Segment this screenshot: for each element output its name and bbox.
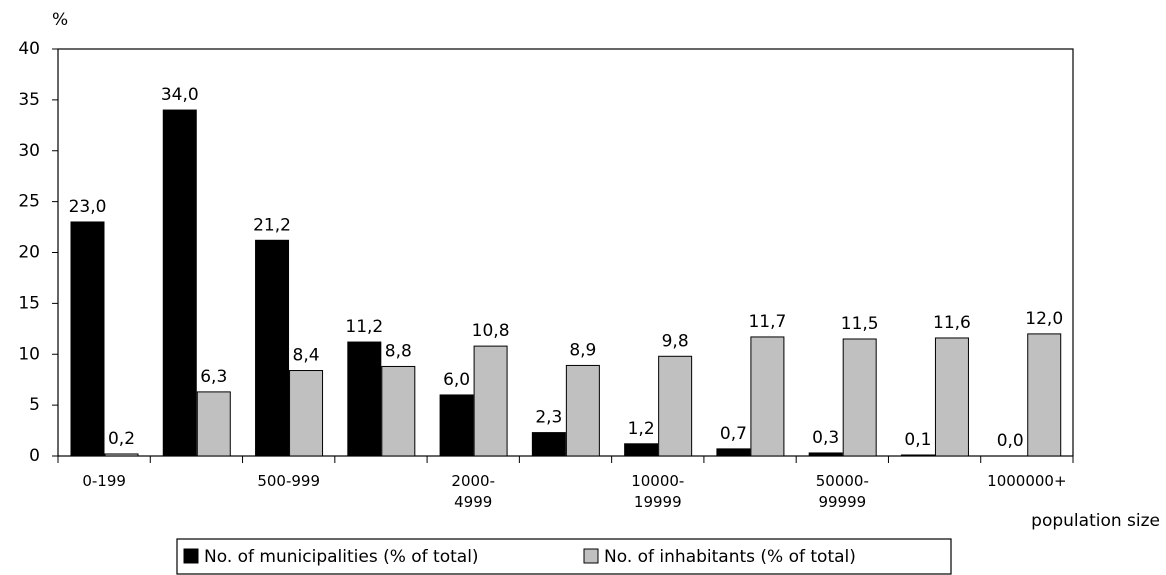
bar [658,355,693,457]
bar [900,454,935,457]
y-tick-label: 5 [29,395,40,415]
y-tick-label: 15 [18,293,40,313]
legend-label: No. of inhabitants (% of total) [604,547,856,567]
value-label: 34,0 [161,85,199,105]
bar [716,448,751,457]
bar [531,432,566,457]
x-tick-label: 50000- 99999 [815,472,869,511]
legend-box [176,538,952,575]
y-tick-label: 10 [18,344,40,364]
value-label: 0,1 [904,430,931,450]
value-label: 6,0 [443,370,470,390]
bar [347,341,382,457]
bar [565,364,600,457]
bar [624,443,659,457]
y-tick-label: 25 [18,192,40,212]
bar [162,109,197,457]
value-label: 23,0 [69,197,107,217]
bar [934,337,969,457]
y-tick-label: 20 [18,243,40,263]
y-tick-label: 35 [18,90,40,110]
value-label: 12,0 [1025,309,1063,329]
x-tick-label: 2000- 4999 [451,472,496,511]
bar [289,370,324,457]
value-label: 21,2 [253,215,291,235]
value-label: 0,7 [720,424,747,444]
value-label: 11,6 [933,313,971,333]
bar [808,452,843,457]
value-label: 9,8 [662,331,689,351]
bar [196,391,231,457]
legend-swatch [583,548,599,564]
y-tick-label: 30 [18,141,40,161]
y-tick-label: 40 [18,39,40,59]
bar [70,221,105,457]
bar [473,345,508,457]
x-tick-label: 10000- 19999 [631,472,685,511]
value-label: 1,2 [628,419,655,439]
value-label: 10,8 [472,321,510,341]
x-axis-label: population size [1031,511,1160,531]
value-label: 11,5 [841,314,879,334]
value-label: 11,2 [345,317,383,337]
x-tick-label: 500-999 [257,472,321,490]
value-label: 8,9 [569,340,596,360]
bar [439,394,474,457]
value-label: 2,3 [535,408,562,428]
bar [1027,333,1062,457]
bar [842,338,877,457]
bar [104,453,139,457]
y-tick-label: 0 [29,446,40,466]
legend-swatch [183,548,199,564]
value-label: 0,0 [997,431,1024,451]
x-tick-label: 1000000+ [987,472,1067,490]
bar [750,336,785,457]
value-label: 11,7 [748,312,786,332]
bar [381,365,416,457]
value-label: 0,2 [108,429,135,449]
value-label: 8,8 [385,341,412,361]
y-axis-label: % [52,10,68,30]
value-label: 8,4 [293,346,320,366]
bar [255,239,290,457]
x-tick-label: 0-199 [82,472,126,490]
value-label: 6,3 [200,367,227,387]
legend-label: No. of municipalities (% of total) [204,547,479,567]
value-label: 0,3 [812,428,839,448]
